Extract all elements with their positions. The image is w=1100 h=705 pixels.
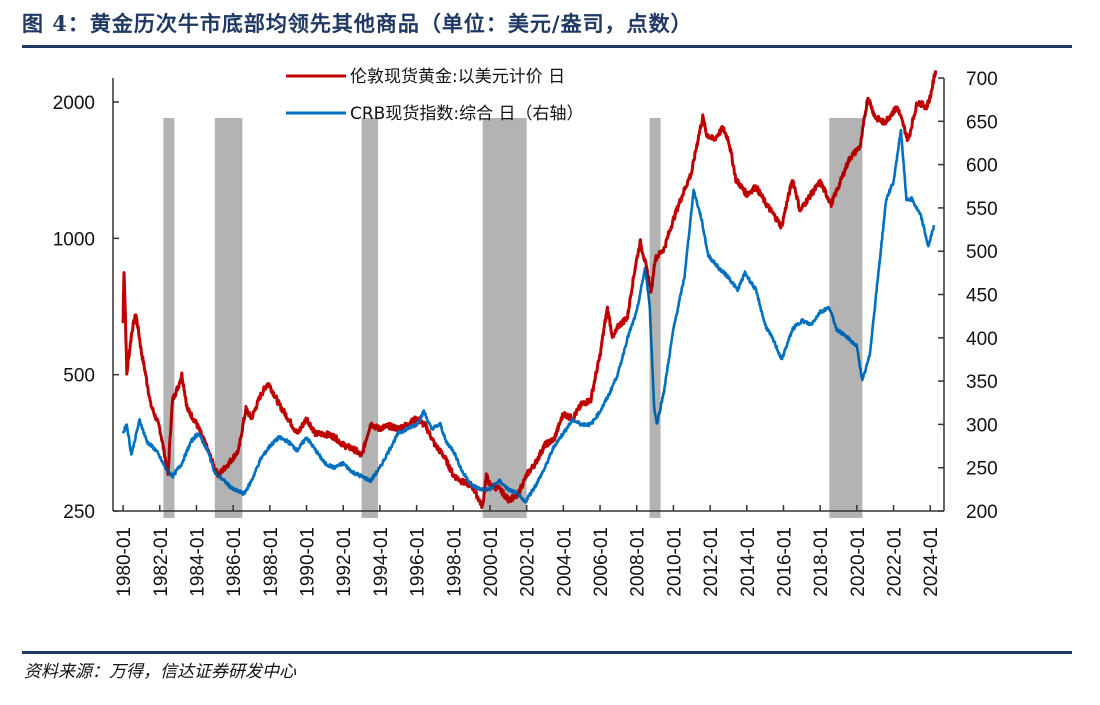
legend-entry-gold: 伦敦现货黄金:以美元计价 日 [286, 67, 565, 87]
x-tick-label: 1990-01 [298, 527, 319, 597]
left-tick-label: 500 [63, 366, 95, 387]
right-tick-label: 700 [966, 69, 998, 90]
left-tick-label: 250 [63, 502, 95, 523]
x-tick-label: 1998-01 [444, 527, 465, 597]
right-tick-label: 600 [966, 156, 998, 177]
x-tick-label: 2014-01 [738, 527, 759, 597]
source-note: 资料来源：万得，信达证券研发中心 [24, 662, 296, 682]
right-tick-label: 350 [966, 372, 998, 393]
shaded-period-0 [163, 118, 175, 518]
legend-label-crb: CRB现货指数:综合 日（右轴） [350, 104, 583, 124]
left-tick-label: 2000 [53, 93, 95, 114]
shaded-overlap-1-1 [214, 471, 245, 495]
shaded-overlap-1-3 [480, 479, 526, 503]
x-tick-label: 2020-01 [848, 527, 869, 597]
right-tick-label: 300 [966, 415, 998, 436]
source-divider [22, 651, 1072, 654]
figure-title: 图 4：黄金历次牛市底部均领先其他商品（单位：美元/盎司，点数） [22, 11, 693, 36]
x-tick-label: 2012-01 [701, 527, 722, 597]
gold-vs-crb-chart: 250 500 1000 2000 200 250 300 350 400 450 500 550 6… [53, 67, 998, 597]
x-tick-label: 1996-01 [408, 527, 429, 597]
shaded-overlap-0-4 [644, 247, 665, 293]
shaded-overlap-1-4 [644, 268, 666, 425]
x-tick-label: 2016-01 [774, 527, 795, 597]
shaded-period-3 [482, 118, 527, 518]
x-tick-label: 1988-01 [261, 527, 282, 597]
shaded-period-2 [361, 118, 379, 518]
x-tick-label: 2004-01 [554, 527, 575, 597]
right-tick-label: 250 [966, 459, 998, 480]
right-tick-label: 450 [966, 286, 998, 307]
x-tick-label: 1992-01 [334, 527, 355, 597]
x-tick-label: 2022-01 [885, 527, 906, 597]
shaded-period-1 [214, 118, 243, 518]
x-tick-label: 2000-01 [481, 527, 502, 597]
x-tick-label: 2002-01 [518, 527, 539, 597]
title-divider [22, 45, 1072, 48]
legend-label-gold: 伦敦现货黄金:以美元计价 日 [350, 67, 565, 87]
x-tick-label: 2024-01 [921, 527, 942, 597]
shaded-overlap-1-2 [361, 467, 381, 482]
crb-index-line [121, 128, 936, 504]
shaded-periods [163, 118, 863, 518]
right-tick-label: 400 [966, 329, 998, 350]
x-tick-label: 1980-01 [114, 527, 135, 597]
shaded-overlap-1-0 [164, 467, 174, 478]
x-tick-label: 2006-01 [591, 527, 612, 597]
right-tick-label: 550 [966, 199, 998, 220]
shaded-overlap-1-5 [828, 307, 864, 382]
shaded-period-5 [829, 118, 863, 518]
shaded-overlap-0-3 [481, 474, 528, 508]
right-axis-ticks: 200 250 300 350 400 450 500 550 600 650 700 [938, 69, 998, 523]
legend: 伦敦现货黄金:以美元计价 日 CRB现货指数:综合 日（右轴） [286, 67, 583, 124]
right-tick-label: 200 [966, 502, 998, 523]
x-tick-label: 1984-01 [187, 527, 208, 597]
x-tick-label: 2018-01 [811, 527, 832, 597]
x-tick-label: 1986-01 [224, 527, 245, 597]
series-lines [121, 70, 938, 510]
legend-entry-crb: CRB现货指数:综合 日（右轴） [286, 104, 583, 124]
shaded-overlap-0-5 [830, 96, 869, 205]
gold-price-line [121, 70, 938, 510]
shaded-overlap-0-2 [355, 421, 379, 459]
x-tick-label: 1994-01 [371, 527, 392, 597]
left-axis-ticks: 250 500 1000 2000 [53, 93, 119, 523]
x-axis-ticks: 1980-01 1982-01 1984-01 1986-01 1988-01 1990-… [114, 505, 942, 597]
x-tick-label: 2010-01 [664, 527, 685, 597]
x-tick-label: 1982-01 [151, 527, 172, 597]
x-tick-label: 2008-01 [628, 527, 649, 597]
left-tick-label: 1000 [53, 229, 95, 250]
shaded-period-4 [649, 118, 661, 518]
shaded-overlap-0-0 [158, 386, 180, 476]
right-tick-label: 650 [966, 112, 998, 133]
right-tick-label: 500 [966, 242, 998, 263]
